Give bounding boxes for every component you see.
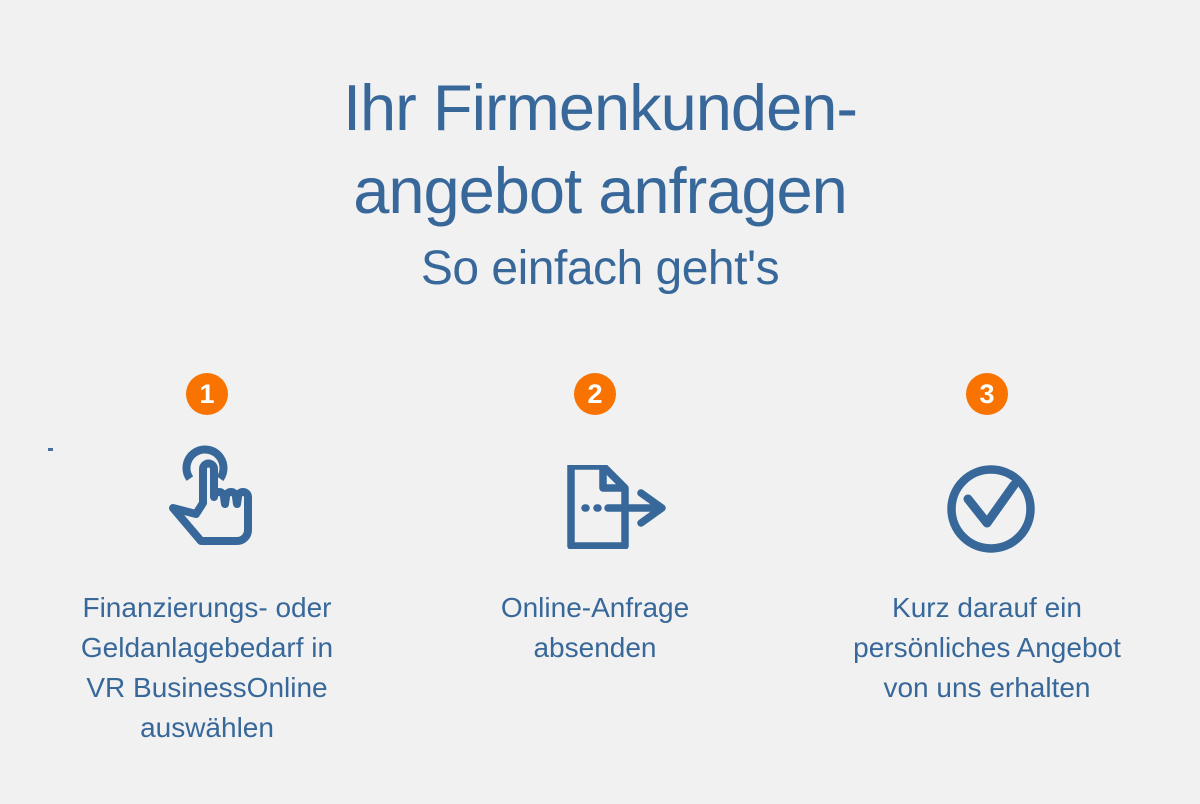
step-description: Online-Anfrage absenden [500,592,690,663]
page-title-line2: angebot anfragen [353,154,848,227]
stray-dot-artifact [48,448,53,451]
step-description: Kurz darauf ein persönliches Angebot von… [853,592,1121,703]
step-1: 1 Finanzierungs- oder Geldanlagebedarf i… [30,373,384,773]
step-description: Finanzierungs- oder Geldanlagebedarf in … [80,592,334,743]
step-number-badge: 1 [186,373,228,415]
step-3: 3 Kurz darauf ein persönliches Angebot v… [810,373,1164,773]
header: Ihr Firmenkunden- angebot anfragen So ei… [0,66,1200,299]
step-number-badge: 3 [966,373,1008,415]
page-subtitle: So einfach geht's [420,242,780,295]
page-title-line1: Ihr Firmenkunden- [342,71,858,144]
document-send-icon [566,465,666,549]
step-number-badge: 2 [574,373,616,415]
tap-hand-icon [165,445,253,549]
check-circle-icon [947,465,1035,553]
step-2: 2 Online-Anfrage absenden [418,373,772,773]
